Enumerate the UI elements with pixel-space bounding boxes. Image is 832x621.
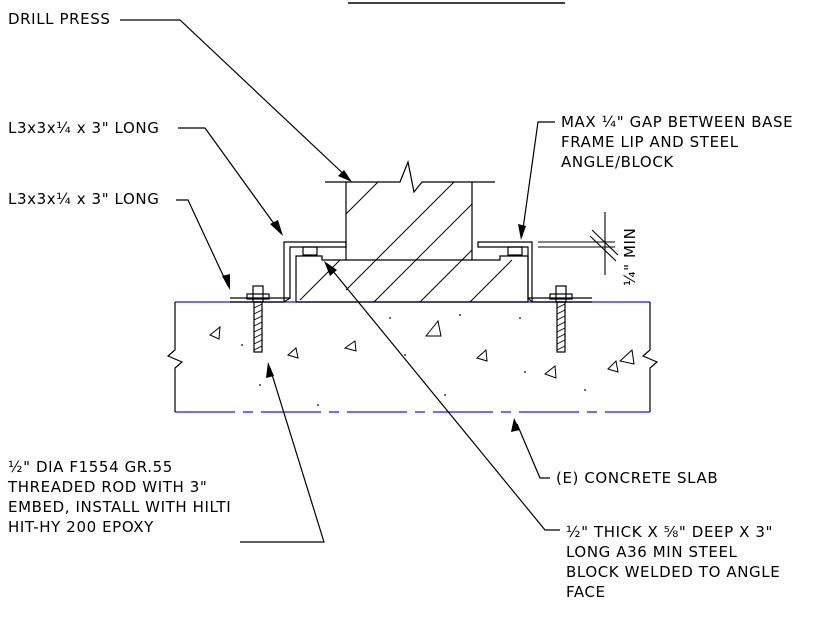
angle-lower-label: L3x3x¼ x 3" LONG xyxy=(8,190,160,208)
block-note-line: ½" THICK X ⅝" DEEP X 3" xyxy=(566,523,774,541)
steel-block-left xyxy=(302,246,318,256)
drill-press-base xyxy=(295,159,529,303)
drill-press-label: DRILL PRESS xyxy=(8,10,111,28)
rod-note-line: ½" DIA F1554 GR.55 xyxy=(8,458,173,476)
slab-break-left xyxy=(166,302,184,412)
slab-break-right xyxy=(641,302,659,412)
rod-note: ½" DIA F1554 GR.55 THREADED ROD WITH 3" … xyxy=(8,457,231,537)
gap-note-line: FRAME LIP AND STEEL xyxy=(561,133,739,151)
gap-note-line: MAX ¼" GAP BETWEEN BASE xyxy=(561,113,794,131)
base-hatching xyxy=(299,181,513,303)
block-note: ½" THICK X ⅝" DEEP X 3" LONG A36 MIN STE… xyxy=(566,522,780,602)
steel-block-right xyxy=(507,246,523,256)
gap-dimension xyxy=(538,212,619,275)
leader-lines xyxy=(120,19,560,543)
concrete-slab-label: (E) CONCRETE SLAB xyxy=(556,469,719,487)
gap-note-line: ANGLE/BLOCK xyxy=(561,153,674,171)
steel-angle-right xyxy=(477,241,592,303)
threaded-rod-right xyxy=(549,285,573,353)
rod-note-line: EMBED, INSTALL WITH HILTI xyxy=(8,498,232,516)
rod-note-line: HIT-HY 200 EPOXY xyxy=(8,518,154,536)
angle-upper-label: L3x3x¼ x 3" LONG xyxy=(8,119,160,137)
arrowheads xyxy=(222,170,526,432)
block-note-line: LONG A36 MIN STEEL xyxy=(566,543,738,561)
block-note-line: FACE xyxy=(566,583,606,601)
threaded-rod-left xyxy=(246,285,270,353)
gap-dimension-label: ¼" MIN xyxy=(621,227,639,286)
concrete-slab xyxy=(166,301,659,413)
gap-note: MAX ¼" GAP BETWEEN BASE FRAME LIP AND ST… xyxy=(561,112,793,172)
block-note-line: BLOCK WELDED TO ANGLE xyxy=(566,563,781,581)
rod-note-line: THREADED ROD WITH 3" xyxy=(8,478,208,496)
